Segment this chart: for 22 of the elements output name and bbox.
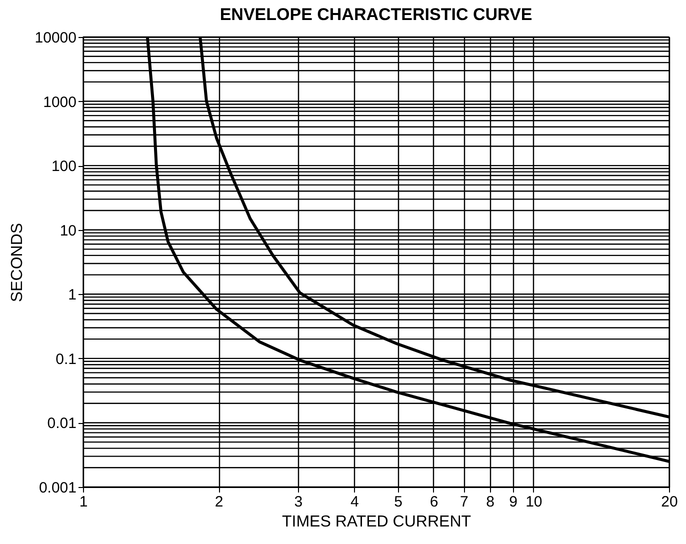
x-tick-label: 9: [509, 494, 518, 510]
y-tick-label: 0.001: [38, 480, 76, 496]
y-tick-label: 100: [51, 158, 76, 176]
x-tick-label: 2: [214, 494, 224, 510]
y-tick-label: 10000: [34, 30, 76, 46]
x-tick-label: 7: [460, 494, 468, 510]
x-tick-label: 10: [526, 494, 542, 510]
x-tick-label: 6: [430, 494, 438, 510]
chart-title: ENVELOPE CHARACTERISTIC CURVE: [220, 5, 532, 24]
y-axis-title: SECONDS: [8, 222, 26, 302]
x-tick-label: 3: [294, 494, 303, 510]
y-tick-label: 0.01: [47, 415, 76, 432]
x-axis-title: TIMES RATED CURRENT: [282, 514, 472, 530]
y-tick-label: 0.1: [56, 350, 76, 368]
x-tick-label: 20: [661, 494, 678, 510]
x-tick-label: 8: [486, 494, 494, 510]
y-tick-label: 1000: [43, 94, 76, 111]
y-tick-label: 10: [60, 222, 76, 240]
y-tick-label: 1: [68, 286, 76, 304]
x-tick-label: 4: [350, 494, 359, 510]
x-tick-label: 1: [79, 494, 88, 510]
x-tick-label: 5: [394, 494, 402, 510]
